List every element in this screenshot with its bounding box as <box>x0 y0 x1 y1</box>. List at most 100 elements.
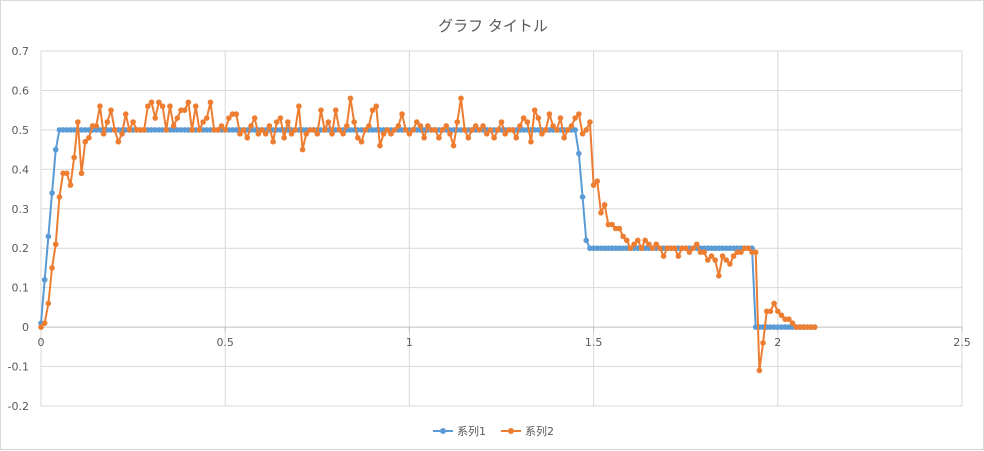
y-tick-label: 0.1 <box>12 282 30 295</box>
data-point <box>572 127 578 133</box>
data-point <box>111 127 118 133</box>
data-point <box>531 107 538 113</box>
data-point <box>93 123 100 129</box>
x-tick-label: 2.5 <box>953 336 971 349</box>
data-point <box>273 119 280 125</box>
data-point <box>487 127 494 133</box>
data-point <box>738 249 744 255</box>
data-point <box>539 131 545 137</box>
legend-marker <box>508 428 514 434</box>
data-point <box>682 245 689 252</box>
data-point <box>461 127 468 133</box>
legend-marker <box>440 428 446 434</box>
data-point <box>565 127 571 133</box>
data-point <box>432 127 438 133</box>
data-point <box>653 241 660 248</box>
data-point <box>100 131 107 137</box>
data-point <box>233 111 240 117</box>
data-point <box>115 138 122 145</box>
data-point <box>480 123 486 129</box>
data-point <box>56 194 63 200</box>
data-point <box>377 142 383 149</box>
data-point <box>222 127 228 133</box>
legend-item[interactable]: 系列1 <box>433 424 486 438</box>
data-point <box>255 131 262 137</box>
data-point <box>635 237 641 244</box>
data-point <box>745 245 752 252</box>
data-point <box>163 127 170 133</box>
data-point <box>384 127 391 133</box>
data-point <box>583 127 590 133</box>
data-point <box>786 316 792 323</box>
data-point <box>108 107 114 113</box>
data-point <box>373 103 380 110</box>
y-tick-label: 0.3 <box>12 203 30 216</box>
data-point <box>388 131 394 137</box>
data-point <box>215 127 221 133</box>
y-tick-label: 0.5 <box>12 124 30 137</box>
data-point <box>627 245 634 252</box>
data-point <box>285 119 291 125</box>
data-point <box>145 103 151 110</box>
data-point <box>413 119 420 125</box>
data-point <box>63 170 70 177</box>
data-point <box>590 182 597 188</box>
data-point <box>572 115 578 121</box>
x-tick-label: 0 <box>38 336 45 349</box>
data-point <box>358 138 365 145</box>
data-point <box>646 241 652 248</box>
data-point <box>366 123 372 129</box>
data-point <box>719 253 726 259</box>
data-point <box>325 119 332 125</box>
x-tick-label: 1 <box>406 336 413 349</box>
data-point <box>495 127 501 133</box>
x-tick-label: 0.5 <box>216 336 234 349</box>
data-point <box>609 221 615 228</box>
legend-label: 系列1 <box>457 424 486 438</box>
data-point <box>675 253 682 259</box>
data-point <box>122 111 129 117</box>
data-point <box>789 320 796 326</box>
data-point <box>483 131 490 137</box>
data-point <box>270 138 276 145</box>
data-point <box>498 119 505 125</box>
axes <box>40 51 963 406</box>
data-point <box>660 253 667 259</box>
legend-item[interactable]: 系列2 <box>501 424 554 438</box>
data-point <box>491 134 497 141</box>
data-point <box>41 276 48 283</box>
data-point <box>465 134 472 141</box>
data-point <box>638 245 645 252</box>
data-point <box>649 245 656 252</box>
x-tick-label: 1.5 <box>585 336 603 349</box>
data-point <box>631 241 637 248</box>
data-point <box>439 127 446 133</box>
data-point <box>723 257 730 263</box>
data-point <box>550 123 556 129</box>
data-point <box>380 131 387 137</box>
data-point <box>760 340 766 346</box>
chart-title: グラフ タイトル <box>438 17 548 35</box>
data-point <box>170 123 177 129</box>
data-point <box>130 119 136 125</box>
data-point <box>752 249 759 255</box>
data-point <box>262 131 269 137</box>
data-point <box>528 138 534 145</box>
data-point <box>587 119 593 125</box>
data-point <box>598 209 604 216</box>
y-tick-label: -0.1 <box>8 361 29 374</box>
data-point <box>244 134 251 141</box>
data-point <box>767 308 774 315</box>
series-1 <box>38 127 818 330</box>
legend[interactable]: 系列1 系列2 <box>433 424 554 438</box>
data-point <box>520 115 527 121</box>
y-tick-label: 0.7 <box>12 45 30 58</box>
data-point <box>402 127 409 133</box>
data-point <box>343 123 350 129</box>
data-point <box>395 123 402 129</box>
data-point <box>200 119 206 125</box>
data-point <box>296 103 302 110</box>
y-tick-label: 0.6 <box>12 84 30 97</box>
data-point <box>546 111 553 117</box>
